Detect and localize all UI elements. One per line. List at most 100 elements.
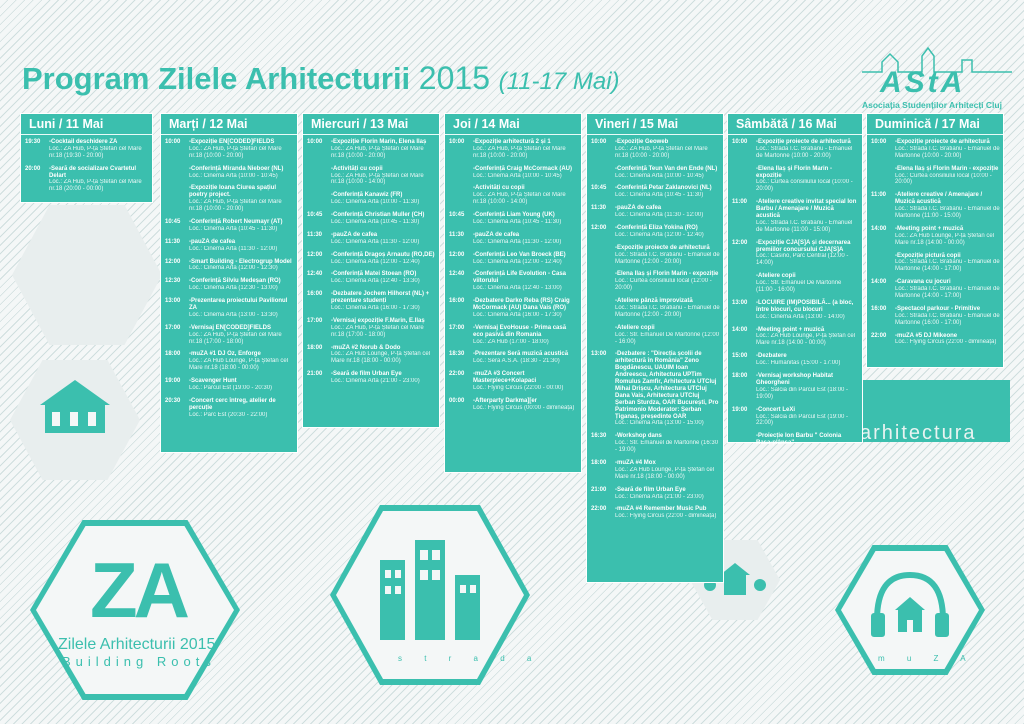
event-name: -Seară de socializare Cvartetul Delart [49,165,137,179]
event-name: -Expoziție Florin Marin, Elena Ilaș [331,139,427,145]
event-item: -Conferință Teun Van den Ende (NL) Loc.: … [591,166,720,180]
event-item: 16:00 -Dezbatere Darko Reba (RS) Craig Mc… [449,298,578,319]
event-name: -Concert LeXi [756,406,796,413]
event-name: -Elena Ilaș și Florin Marin - expoziție [615,271,719,278]
event-name: -muZA #3 Concert Masterpiece+Kolapaci [473,371,537,385]
event-time: 10:00 [591,139,607,145]
event-location: Loc.: ZA Hub, P-ța Ștefan cel Mare nr.18… [189,331,282,345]
event-location: Loc.: ZA Hub Lounge, P-ța Ștefan cel Mar… [895,232,995,246]
event-time [307,166,331,187]
event-item: -Proiecție Ion Barbu " Colonia Rasa-plân… [732,433,859,447]
event-item: 21:00 -Seară de film Urban Eye Loc.: Cinem… [591,487,720,501]
event-location: Loc.: Cinema Arta (10:45 - 11:30) [189,225,278,232]
event-time [591,298,615,319]
page-title: Program Zilele Arhitecturii 2015 (11-17 … [22,60,620,97]
event-location: Loc.: Strada I.C. Bratianu - Emanuel de … [615,305,720,318]
event-name: -Caravana cu jocuri [895,279,951,286]
event-location: Loc.: Cinema Arta (10:00 - 10:45) [615,172,704,179]
event-name: -pauZA de cafea [331,231,378,238]
event-name: -Ateliere creative invitat special Ion B… [756,199,857,220]
event-time: 12:00 [165,258,181,265]
event-item: 18:00 -Vernisaj workshop Habitat Gheorghe… [732,373,859,401]
event-item: 12:00 -Conferință Eliza Yokina (RO) Loc.: … [591,225,720,239]
event-item: 12:00 -Conferință Leo Van Broeck (BE) Loc.… [449,252,578,266]
za-mark: ZA [90,546,190,634]
event-time: 21:00 [307,371,323,378]
event-time: 10:45 [307,212,323,219]
event-name: -Conferință Dragoș Arnautu (RO,DE) [331,251,435,258]
event-time: 11:00 [732,199,748,206]
event-name: -Conferință Miranda Nieboer (NL) [189,165,284,172]
event-location: Loc.: Strada I.C. Bratianu - Emanuel de … [615,251,720,265]
event-location: Loc.: Cinema Arta (12:40 - 13:00) [473,285,562,292]
event-location: Loc.: Cinema Arta (11:30 - 12:00) [189,245,278,252]
event-item: 18:30 -Prezentare Seră muzică acustică Loc… [449,351,578,365]
event-time: 16:00 [307,291,323,298]
event-name: -Smart Building - Electrogrup Model [189,258,292,265]
event-item: 20:30 -Concert cerc întreg, atelier de pe… [165,398,294,419]
event-location: Loc.: ZA Hub, P-ța Ștefan cel Mare nr.18… [473,192,566,206]
event-location: Loc.: ZA Hub, P-ța Ștefan cel Mare nr.18… [331,172,424,186]
event-location: Loc.: Str. Emanuel de Martonne (16:30 - … [615,440,719,454]
event-time: 16:00 [871,305,887,312]
event-location: Loc.: Str. Emanuel De Martonne (12:00 - … [615,331,720,345]
event-location: Loc.: ZA Hub, P-ța Ștefan cel Mare nr.18… [49,179,142,193]
event-name: -Afterparty Darkma][er [473,397,538,404]
event-item: 12:00 -Expoziție CJA[S]A și decernarea pr… [732,240,859,268]
arhitectura-label: arhitectura [860,422,977,444]
event-item: 21:00 -Seară de film Urban Eye Loc.: Cinem… [307,371,436,385]
event-item: -Conferință Miranda Nieboer (NL) Loc.: Ci… [165,166,294,180]
hexagon-frame-za-inner [36,526,234,694]
event-time: 21:00 [591,486,607,493]
event-time: 13:00 [165,298,181,305]
event-location: Loc.: ZA Hub, P-ța Ștefan cel Mare nr.18… [331,324,424,338]
event-item: 19:00 -Concert LeXi Loc.: Salcia din Parcu… [732,407,859,428]
event-location: Loc.: Cinema Arta (10:45 - 11:30) [331,219,420,226]
event-name: -Proiecție Ion Barbu " Colonia Rasa-plân… [756,433,842,447]
event-name: -Dezbatere [756,353,787,360]
event-item: -Expoziție Ioana Ciurea spațiul poetry p… [165,185,294,213]
event-item: 00:00 -Afterparty Darkma][er Loc.: Flying … [449,398,578,412]
event-item: 19:00 -Scavenger Hunt Loc.: Parcul Est (19… [165,378,294,392]
event-name: -Expoziție pictură copii [895,252,961,259]
day-title: Marți / 12 Mai [161,114,297,135]
event-name: -Expoziție EN[CODED]FIELDS [189,139,275,145]
event-item: 11:00 -Ateliere creative / Amenajare / Mu… [871,192,1000,220]
event-name: -Vernisaj EN[CODED]FIELDS [189,324,272,331]
event-time [591,271,615,292]
event-time: 19:30 [25,139,41,145]
event-location: Loc.: Cinema Arta (11:30 - 12:00) [473,238,562,245]
event-name: -Conferință Teun Van den Ende (NL) [615,165,718,172]
event-location: Loc.: Cinema Arta (12:00 - 12:40) [615,231,704,238]
event-time: 19:00 [732,406,748,413]
event-time: 12:00 [732,239,748,246]
event-location: Loc.: Str. Emanuel De Martonne (11:00 - … [756,280,842,294]
event-location: Loc.: Cinema Arta (13:00 - 14:00) [756,313,845,320]
event-time [871,166,895,187]
event-item: 12:30 -Conferință Silviu Medeșan (RO) Loc.… [165,278,294,292]
event-location: Loc.: ZA Hub, P-ța Ștefan cel Mare nr.18… [473,145,566,159]
event-item: -Activități cu copii Loc.: ZA Hub, P-ța Ș… [307,166,436,187]
event-name: -Seară de film Urban Eye [331,371,402,378]
event-time: 14:00 [871,225,887,232]
event-location: Loc.: Salcia din Parcul Est (19:00 - 22:… [756,413,849,427]
event-item: -Expoziție proiecte de arhitectură Loc.: … [591,245,720,266]
event-item: -Conferință Craig McCormack (AU) Loc.: Ci… [449,166,578,180]
event-item: -Activități cu copii Loc.: ZA Hub, P-ța Ș… [449,185,578,206]
event-location: Loc.: ZA Hub Lounge, P-ța Ștefan cel Mar… [189,358,289,372]
event-item: 22:00 -muZA #4 Remember Music Pub Loc.: Fl… [591,506,720,520]
event-time: 13:00 [732,299,748,306]
event-item: 10:00 -Expoziție EN[CODED]FIELDS Loc.: ZA … [165,139,294,160]
event-location: Loc.: ZA Hub, P-ța Ștefan cel Mare nr.18… [331,145,424,159]
event-name: -Dezbatere : "Direcția școlii de arhitec… [615,351,719,420]
event-location: Loc.: Humanitas (15:00 - 17:00) [756,360,841,367]
event-location: Loc.: Flying Circus (22:00 - dimineața) [895,339,997,346]
event-name: -Dezbatere Jochem Hilhorst (NL) + prezen… [331,291,430,305]
event-item: 19:30 -Cocktail deschidere ZA Loc.: ZA Hub… [25,139,149,160]
event-location: Loc.: Cinema Arta (12:40 - 13:30) [331,278,420,285]
event-time: 11:30 [307,231,323,238]
event-name: -Expoziție proiecte de arhitectură [756,139,851,145]
event-item: -Expoziție pictură copii Loc.: Strada I.C… [871,253,1000,274]
event-name: -muZA #4 Remember Music Pub [615,506,707,513]
muza-label: m u Z A [878,654,976,663]
